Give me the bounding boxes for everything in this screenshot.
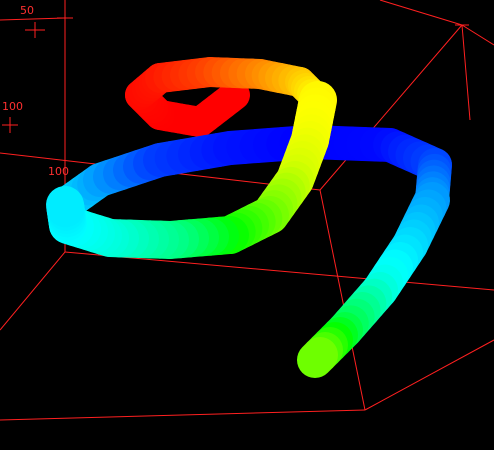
axis-label: 100 bbox=[2, 100, 23, 113]
axis-label: 50 bbox=[20, 4, 34, 17]
tube-segment bbox=[46, 186, 85, 228]
axis-label: 100 bbox=[48, 165, 69, 178]
bounding-box bbox=[0, 0, 494, 421]
tube-render bbox=[46, 57, 452, 378]
tube-segment bbox=[297, 337, 338, 378]
